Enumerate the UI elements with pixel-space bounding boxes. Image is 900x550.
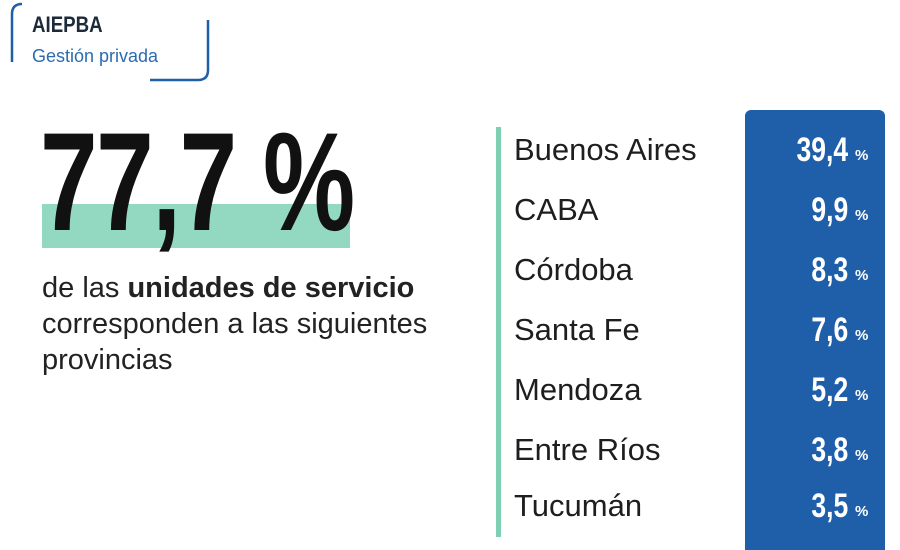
description-bold: unidades de servicio [127, 272, 415, 304]
province-unit: % [855, 503, 869, 520]
province-unit: % [855, 147, 869, 164]
province-unit: % [855, 267, 869, 284]
province-name: Entre Ríos [514, 432, 661, 467]
province-name: Tucumán [514, 488, 643, 523]
province-value: 7,6 [811, 311, 848, 349]
description-text: de las [42, 272, 120, 304]
province-name: CABA [514, 192, 599, 227]
province-value: 3,5 [811, 487, 848, 525]
province-unit: % [855, 207, 869, 224]
description-text: corresponden a las siguientes provincias [42, 308, 428, 376]
province-value: 39,4 [796, 131, 848, 169]
province-name: Buenos Aires [514, 132, 697, 167]
description: de las unidades de servicio corresponden… [42, 270, 442, 378]
province-name: Córdoba [514, 252, 633, 287]
divider [496, 127, 501, 537]
province-value: 9,9 [811, 191, 848, 229]
logo-title: AIEPBA [32, 12, 103, 37]
page: {"logo": {"title": "AIEPBA", "subtitle":… [10, 2, 885, 550]
province-unit: % [855, 327, 869, 344]
province-value: 3,8 [811, 431, 848, 469]
province-unit: % [855, 447, 869, 464]
logo-frame [10, 2, 210, 82]
province-value: 5,2 [811, 371, 848, 409]
headline: 77,7 % [40, 103, 355, 260]
province-name: Santa Fe [514, 312, 640, 347]
province-value: 8,3 [811, 251, 848, 289]
value-panel [745, 110, 885, 550]
province-name: Mendoza [514, 372, 642, 407]
highlight-bar [42, 204, 350, 248]
logo-subtitle: Gestión privada [32, 46, 159, 66]
province-unit: % [855, 387, 869, 404]
